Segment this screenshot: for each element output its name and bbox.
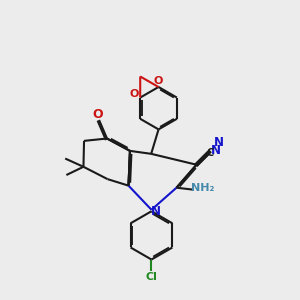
Text: O: O xyxy=(130,89,139,99)
Text: N: N xyxy=(214,136,224,149)
Text: O: O xyxy=(154,76,163,85)
Text: O: O xyxy=(93,108,103,121)
Text: N: N xyxy=(211,144,221,157)
Text: C: C xyxy=(206,148,213,158)
Text: NH₂: NH₂ xyxy=(191,183,214,193)
Text: Cl: Cl xyxy=(146,272,158,282)
Text: N: N xyxy=(151,205,160,218)
